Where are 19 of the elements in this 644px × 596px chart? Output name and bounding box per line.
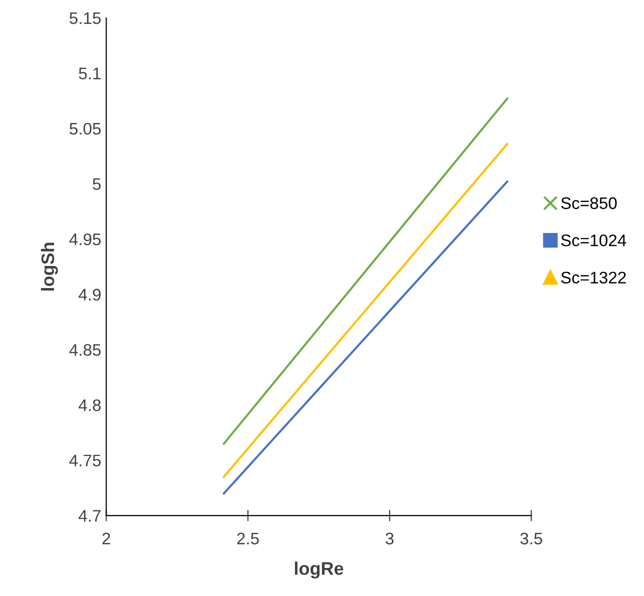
- y-tick-label: 4.75: [69, 454, 101, 466]
- x-tick-label: 2: [102, 532, 110, 544]
- y-tick-label: 5.05: [70, 122, 101, 135]
- y-axis-title: logSh: [40, 242, 58, 291]
- x-axis-title: logRe: [294, 562, 344, 579]
- x-tick-label: 2.5: [237, 532, 259, 544]
- y-tick-label: 5: [92, 178, 101, 190]
- y-tick-label: 4.85: [69, 344, 101, 356]
- x-tick-label: 3: [386, 532, 394, 544]
- legend-label: Sc=850: [561, 197, 617, 210]
- x-tick-label: 3.5: [520, 532, 542, 544]
- y-tick-label: 5.1: [78, 68, 101, 80]
- y-tick-label: 5.15: [70, 12, 101, 24]
- y-tick-label: 4.7: [78, 510, 101, 522]
- y-tick-label: 4.8: [78, 399, 101, 412]
- y-tick-label: 4.95: [69, 233, 101, 246]
- legend-label: Sc=1024: [561, 234, 626, 246]
- y-tick-label: 4.9: [78, 288, 101, 301]
- legend-label: Sc=1322: [561, 272, 626, 284]
